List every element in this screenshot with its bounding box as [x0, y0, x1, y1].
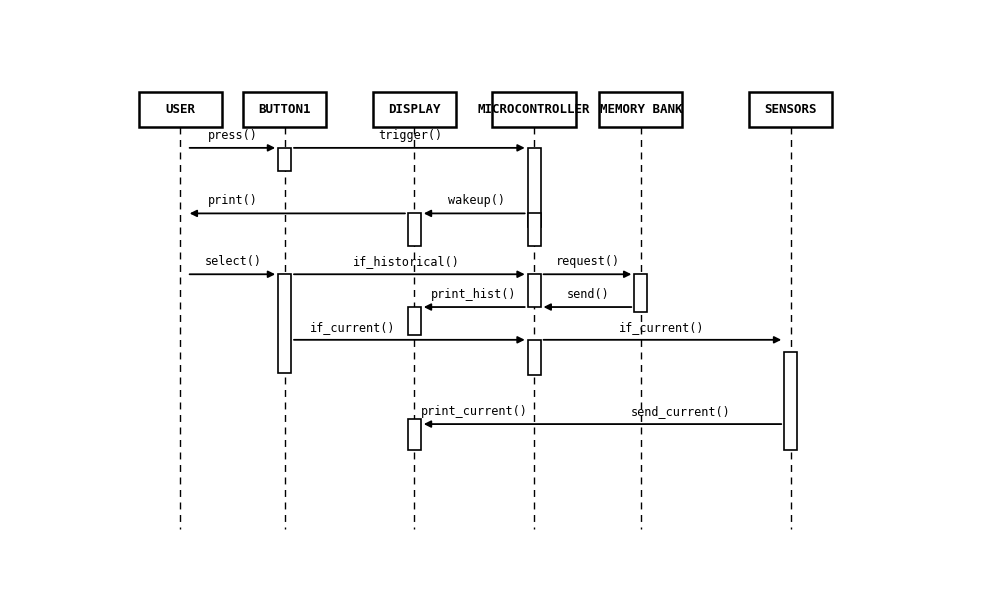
Bar — [139, 92, 222, 127]
Text: print_hist(): print_hist() — [431, 288, 516, 301]
Text: if_current(): if_current() — [619, 321, 705, 334]
Bar — [527, 148, 540, 227]
Bar — [243, 92, 326, 127]
Text: print_current(): print_current() — [421, 405, 527, 418]
Bar — [599, 92, 683, 127]
Text: MICROCONTROLLER: MICROCONTROLLER — [478, 103, 590, 116]
Bar — [278, 274, 291, 373]
Bar — [527, 213, 540, 246]
Text: if_historical(): if_historical() — [353, 255, 460, 268]
Bar — [784, 351, 798, 450]
Bar — [408, 213, 421, 246]
Text: wakeup(): wakeup() — [448, 195, 504, 207]
Text: print(): print() — [207, 195, 258, 207]
Bar — [634, 274, 647, 312]
Text: press(): press() — [207, 129, 258, 142]
Bar — [408, 307, 421, 335]
Text: send_current(): send_current() — [631, 405, 731, 418]
Text: DISPLAY: DISPLAY — [388, 103, 441, 116]
Text: if_current(): if_current() — [310, 321, 396, 334]
Text: select(): select() — [204, 255, 261, 268]
Bar — [493, 92, 576, 127]
Bar — [278, 148, 291, 171]
Text: send(): send() — [567, 288, 609, 301]
Bar — [749, 92, 832, 127]
Bar — [527, 274, 540, 307]
Bar — [373, 92, 456, 127]
Text: request(): request() — [556, 255, 620, 268]
Bar — [408, 420, 421, 450]
Text: SENSORS: SENSORS — [765, 103, 817, 116]
Text: MEMORY BANK: MEMORY BANK — [599, 103, 682, 116]
Bar — [527, 340, 540, 375]
Text: BUTTON1: BUTTON1 — [258, 103, 311, 116]
Text: trigger(): trigger() — [379, 129, 443, 142]
Text: USER: USER — [166, 103, 195, 116]
